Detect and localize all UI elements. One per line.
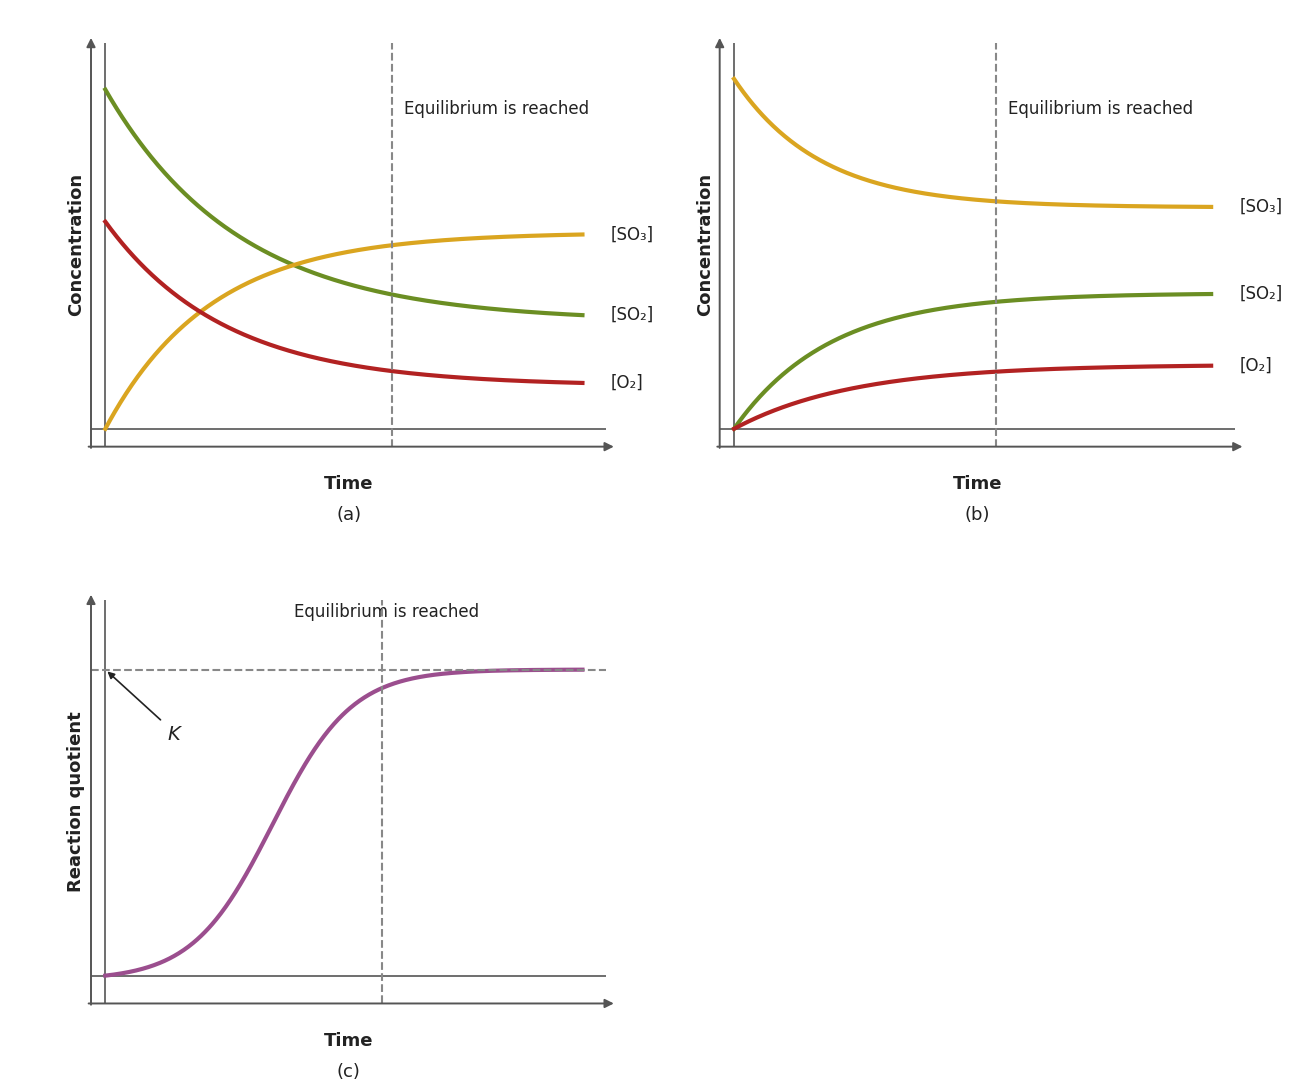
Text: (b): (b) (965, 506, 991, 524)
Y-axis label: Concentration: Concentration (696, 174, 714, 316)
X-axis label: Time: Time (324, 1032, 373, 1050)
Text: (c): (c) (337, 1063, 360, 1079)
Text: Equilibrium is reached: Equilibrium is reached (1009, 100, 1193, 119)
Text: [O₂]: [O₂] (1240, 357, 1273, 374)
Text: Equilibrium is reached: Equilibrium is reached (294, 603, 480, 620)
Text: [SO₃]: [SO₃] (1240, 197, 1283, 216)
Text: [SO₃]: [SO₃] (611, 226, 654, 244)
Text: [O₂]: [O₂] (611, 374, 644, 392)
Y-axis label: Concentration: Concentration (68, 174, 86, 316)
X-axis label: Time: Time (953, 475, 1002, 493)
Text: K: K (168, 725, 181, 745)
Y-axis label: Reaction quotient: Reaction quotient (68, 711, 86, 892)
Text: (a): (a) (337, 506, 361, 524)
Text: [SO₂]: [SO₂] (1240, 285, 1283, 303)
Text: Equilibrium is reached: Equilibrium is reached (403, 100, 589, 119)
X-axis label: Time: Time (324, 475, 373, 493)
Text: [SO₂]: [SO₂] (611, 306, 654, 324)
